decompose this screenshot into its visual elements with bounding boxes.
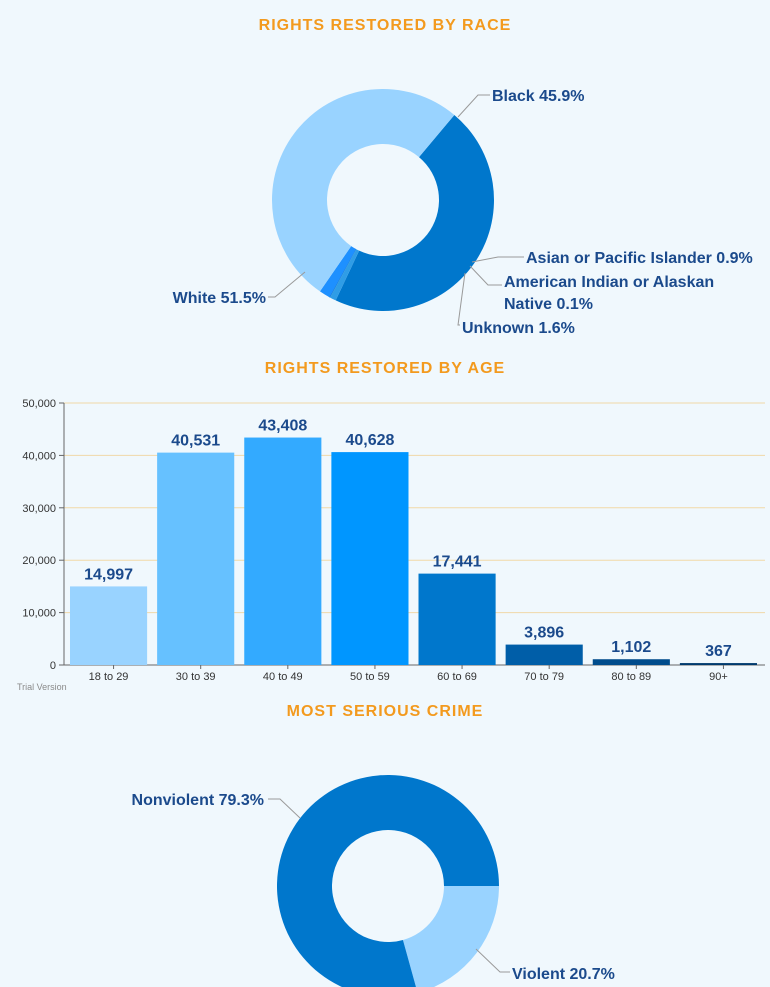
bar-value-label: 17,441 <box>433 554 482 571</box>
x-tick-label: 90+ <box>709 671 728 683</box>
slice-unknown <box>319 246 356 298</box>
x-tick-label: 30 to 39 <box>176 671 216 683</box>
y-tick-label: 50,000 <box>22 398 56 410</box>
bar-40-to-49 <box>244 437 322 665</box>
leader-line <box>457 94 490 118</box>
race-donut-chart: Black 45.9% Asian or Pacific Islander 0.9… <box>173 88 753 337</box>
bar-18-to-29 <box>70 586 148 665</box>
bar-value-label: 43,408 <box>258 418 307 435</box>
x-tick-label: 40 to 49 <box>263 671 303 683</box>
slice-asian-or-pacific-islander <box>330 249 360 301</box>
x-tick-label: 70 to 79 <box>524 671 564 683</box>
y-tick-label: 20,000 <box>22 555 56 567</box>
bar-80-to-89 <box>592 659 670 665</box>
slice-white <box>272 89 455 292</box>
y-tick-label: 30,000 <box>22 503 56 515</box>
bar-30-to-39 <box>157 452 235 665</box>
bar-70-to-79 <box>505 644 583 665</box>
bar-value-label: 14,997 <box>84 566 133 583</box>
slice-violent <box>402 886 499 987</box>
x-tick-label: 80 to 89 <box>611 671 651 683</box>
y-tick-label: 0 <box>50 660 56 672</box>
leader-line <box>457 272 466 326</box>
bar-60-to-69 <box>418 573 496 665</box>
leader-line <box>268 798 301 819</box>
bar-value-label: 3,896 <box>524 625 564 642</box>
bar-value-label: 40,628 <box>345 432 394 449</box>
x-tick-label: 60 to 69 <box>437 671 477 683</box>
crime-donut-chart: Violent 20.7% Nonviolent 79.3% <box>132 775 615 987</box>
label-asian-or-pacific-islander: Asian or Pacific Islander 0.9% <box>526 250 753 267</box>
bar-value-label: 40,531 <box>171 433 220 450</box>
trial-version-watermark: Trial Version <box>17 682 67 692</box>
x-tick-label: 50 to 59 <box>350 671 390 683</box>
label-american-indian-or-alaskan-native: American Indian or Alaskan Native 0.1% <box>504 274 714 313</box>
label-unknown: Unknown 1.6% <box>462 320 575 337</box>
bar-value-label: 1,102 <box>611 639 651 656</box>
crime-chart-title: MOST SERIOUS CRIME <box>286 703 484 720</box>
leader-line <box>471 256 524 263</box>
leader-line <box>469 265 502 286</box>
label-white: White 51.5% <box>173 290 266 307</box>
age-bar-chart: 0 10,000 20,000 30,000 40,000 50,000 14,997 18 … <box>17 398 765 692</box>
label-nonviolent: Nonviolent 79.3% <box>132 792 264 809</box>
race-chart-title: RIGHTS RESTORED BY RACE <box>258 17 512 34</box>
age-chart-title: RIGHTS RESTORED BY AGE <box>264 360 506 377</box>
slice-black <box>335 114 495 311</box>
slice-nonviolent <box>277 775 499 987</box>
label-black: Black 45.9% <box>492 88 585 105</box>
bar-90 <box>679 663 757 665</box>
leader-line <box>268 271 306 298</box>
y-tick-label: 10,000 <box>22 608 56 620</box>
bar-50-to-59 <box>331 452 409 665</box>
y-tick-label: 40,000 <box>22 450 56 462</box>
leader-line <box>475 948 510 973</box>
bar-value-label: 367 <box>705 643 732 660</box>
label-violent: Violent 20.7% <box>512 966 615 983</box>
x-tick-label: 18 to 29 <box>89 671 129 683</box>
